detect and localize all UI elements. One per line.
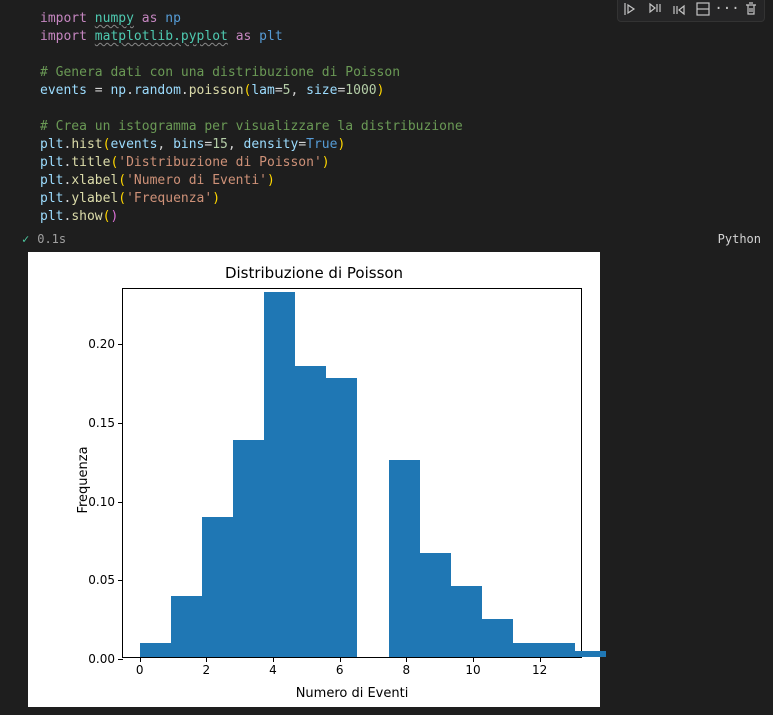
xtick-mark: [473, 657, 474, 662]
split-icon[interactable]: [692, 0, 714, 19]
xtick-label: 10: [465, 663, 480, 677]
ytick-label: 0.05: [88, 573, 115, 587]
histogram-bar: [202, 517, 233, 657]
xtick-label: 8: [403, 663, 411, 677]
status-bar: ✓ 0.1s Python: [0, 226, 773, 252]
histogram-bar: [140, 643, 171, 657]
code-line-9[interactable]: plt.title('Distribuzione di Poisson'): [40, 154, 733, 172]
histogram-bar: [233, 440, 264, 657]
histogram-chart: Distribuzione di Poisson Frequenza Numer…: [28, 252, 600, 707]
xtick-label: 2: [203, 663, 211, 677]
ytick-mark: [118, 502, 123, 503]
histogram-bar: [451, 586, 482, 657]
execute-below-icon[interactable]: [668, 0, 690, 19]
ytick-label: 0.20: [88, 337, 115, 351]
histogram-bar: [326, 378, 357, 657]
code-line-8[interactable]: plt.hist(events, bins=15, density=True): [40, 136, 733, 154]
histogram-bar: [482, 619, 513, 657]
xtick-mark: [406, 657, 407, 662]
xtick-label: 6: [336, 663, 344, 677]
histogram-bar: [171, 596, 202, 657]
ytick-mark: [118, 344, 123, 345]
code-cell: ··· import numpy as np import matplotlib…: [0, 0, 773, 226]
code-line-11[interactable]: plt.ylabel('Frequenza'): [40, 190, 733, 208]
execute-above-icon[interactable]: [644, 0, 666, 19]
xtick-label: 12: [532, 663, 547, 677]
histogram-bar: [544, 643, 575, 657]
xtick-mark: [140, 657, 141, 662]
ytick-mark: [118, 659, 123, 660]
histogram-bar: [420, 553, 451, 657]
ytick-mark: [118, 580, 123, 581]
code-line-7[interactable]: # Crea un istogramma per visualizzare la…: [40, 118, 733, 136]
run-by-line-icon[interactable]: [620, 0, 642, 19]
histogram-bar: [513, 643, 544, 657]
ytick-label: 0.10: [88, 495, 115, 509]
histogram-bar: [264, 292, 295, 657]
more-icon[interactable]: ···: [716, 0, 738, 19]
histogram-bar: [389, 460, 420, 657]
ytick-label: 0.00: [88, 652, 115, 666]
xtick-label: 4: [269, 663, 277, 677]
code-line-5[interactable]: events = np.random.poisson(lam=5, size=1…: [40, 82, 733, 100]
plot-area: 0.000.050.100.150.20024681012: [122, 288, 582, 658]
code-line-2[interactable]: import matplotlib.pyplot as plt: [40, 28, 733, 46]
histogram-bar: [575, 651, 606, 657]
output-area: Distribuzione di Poisson Frequenza Numer…: [0, 252, 773, 707]
code-line-10[interactable]: plt.xlabel('Numero di Eventi'): [40, 172, 733, 190]
histogram-bar: [295, 366, 326, 657]
code-line-4[interactable]: # Genera dati con una distribuzione di P…: [40, 64, 733, 82]
code-line-12[interactable]: plt.show(): [40, 208, 733, 226]
execution-time: 0.1s: [37, 232, 66, 246]
chart-title: Distribuzione di Poisson: [28, 264, 600, 282]
cell-toolbar: ···: [617, 0, 765, 22]
chart-xlabel: Numero di Eventi: [122, 686, 582, 701]
success-check-icon: ✓: [22, 232, 29, 246]
language-label[interactable]: Python: [718, 232, 761, 246]
code-line-3[interactable]: [40, 46, 733, 64]
code-line-6[interactable]: [40, 100, 733, 118]
xtick-mark: [206, 657, 207, 662]
delete-icon[interactable]: [740, 0, 762, 19]
xtick-mark: [540, 657, 541, 662]
xtick-mark: [340, 657, 341, 662]
xtick-mark: [273, 657, 274, 662]
ytick-label: 0.15: [88, 416, 115, 430]
xtick-label: 0: [136, 663, 144, 677]
ytick-mark: [118, 423, 123, 424]
